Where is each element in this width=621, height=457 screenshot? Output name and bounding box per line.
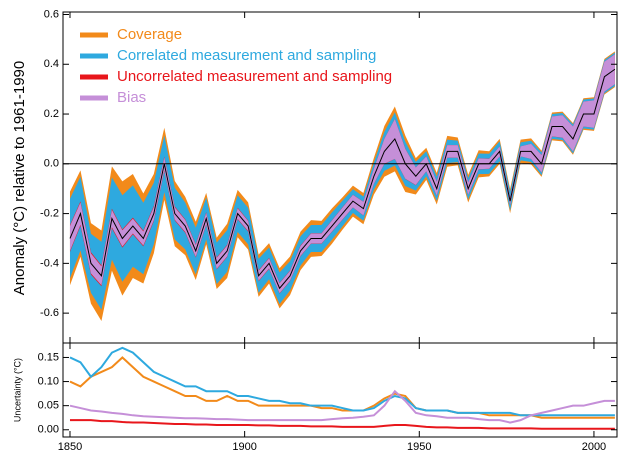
uncertainty-axis-label: Uncertainty (°C) bbox=[12, 358, 22, 422]
y-tick-label: 0.2 bbox=[44, 108, 59, 120]
x-tick-label: 1850 bbox=[58, 441, 82, 452]
y-tick-label: -0.2 bbox=[40, 207, 59, 219]
y-tick-label: 0.00 bbox=[38, 424, 59, 436]
uncertainty-line bbox=[69, 419, 615, 430]
y-axis-label: Anomaly (°C) relative to 1961-1990 bbox=[11, 61, 28, 295]
y-tick-label: 0.10 bbox=[38, 375, 59, 387]
legend-label: Coverage bbox=[117, 26, 182, 43]
legend-label: Bias bbox=[117, 89, 146, 106]
y-tick-label: -0.6 bbox=[40, 307, 59, 319]
x-tick-label: 1900 bbox=[232, 441, 256, 452]
uncertainty-band bbox=[69, 51, 615, 322]
uncertainty-line bbox=[69, 346, 615, 417]
y-tick-label: 0.0 bbox=[44, 158, 59, 170]
y-tick-label: 0.6 bbox=[44, 8, 59, 20]
x-tick-label: 1950 bbox=[407, 441, 431, 452]
legend-label: Correlated measurement and sampling bbox=[117, 47, 376, 64]
y-tick-label: -0.4 bbox=[40, 257, 59, 269]
legend-label: Uncorrelated measurement and sampling bbox=[117, 68, 392, 85]
y-tick-label: 0.15 bbox=[38, 351, 59, 363]
x-tick-label: 2000 bbox=[582, 441, 606, 452]
plot-frame bbox=[62, 342, 618, 438]
anomaly-line bbox=[69, 68, 616, 290]
uncertainty-line bbox=[69, 389, 615, 424]
y-tick-label: 0.05 bbox=[38, 400, 59, 412]
y-tick-label: 0.4 bbox=[44, 58, 59, 70]
